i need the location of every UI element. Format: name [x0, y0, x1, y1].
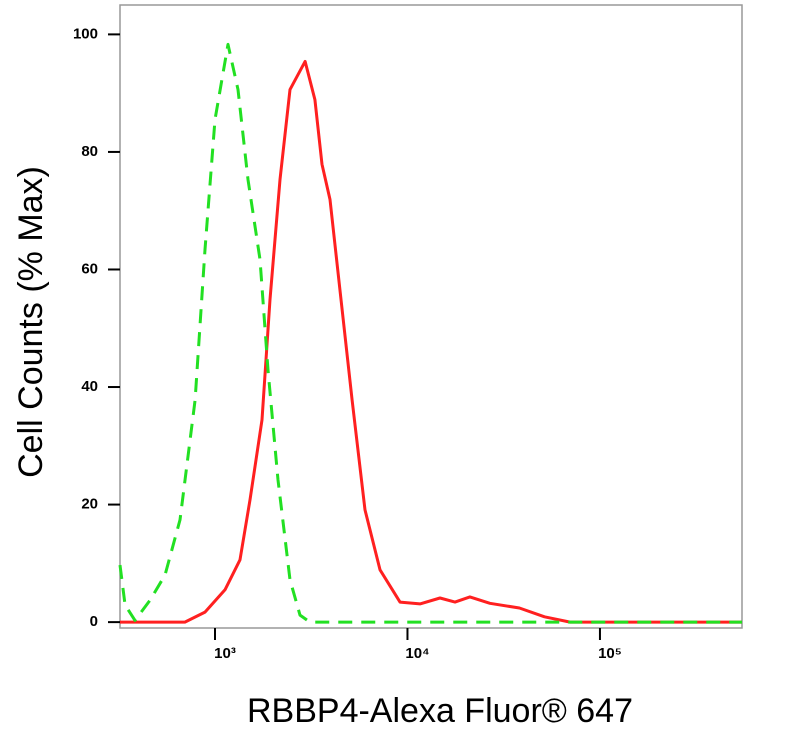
y-tick-label: 80: [81, 143, 98, 160]
plot-frame: [119, 4, 743, 629]
x-tick-label: 10⁴: [405, 645, 429, 662]
y-tick-label: 0: [90, 613, 98, 630]
series-line: [120, 59, 742, 624]
y-tick-label: 20: [81, 496, 98, 513]
y-axis-title: Cell Counts (% Max): [12, 166, 50, 478]
y-tick-label: 40: [81, 378, 98, 395]
series-line: [118, 42, 742, 624]
x-axis-title: RBBP4-Alexa Fluor® 647: [247, 692, 633, 730]
x-tick-label: 10⁵: [598, 645, 622, 662]
x-tick-label: 10³: [214, 645, 236, 662]
y-tick-label: 100: [73, 25, 98, 42]
y-tick-label: 60: [81, 260, 98, 277]
